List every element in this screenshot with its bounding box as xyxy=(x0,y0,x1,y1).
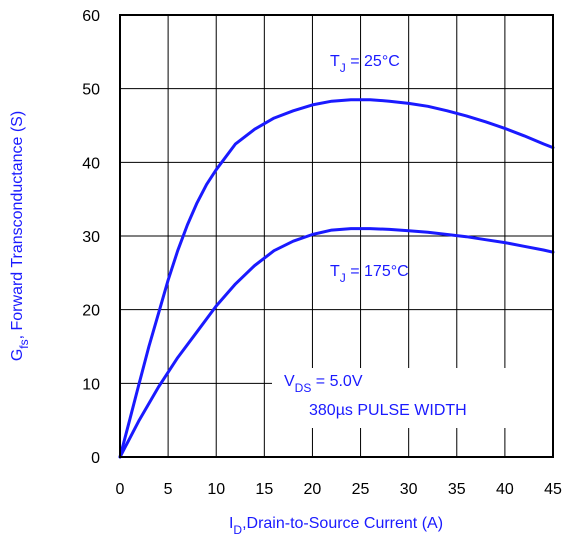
series-line-1 xyxy=(118,98,555,459)
x-axis-title: ID,Drain-to-Source Current (A) xyxy=(229,515,443,537)
x-tick-label: 30 xyxy=(400,481,418,498)
x-tick-labels: 0 5 10 15 20 25 30 35 40 45 xyxy=(116,481,562,498)
annotation-tj175: TJ = 175°C xyxy=(330,263,409,285)
y-tick-label: 50 xyxy=(82,82,100,99)
x-tick-label: 20 xyxy=(304,481,322,498)
x-tick-label: 0 xyxy=(116,481,125,498)
grid-lines xyxy=(120,15,553,457)
annotation-box xyxy=(272,368,552,428)
y-axis-title: Gfs, Forward Transconductance (S) xyxy=(9,111,31,361)
x-tick-label: 35 xyxy=(448,481,466,498)
x-tick-label: 45 xyxy=(544,481,562,498)
y-tick-label: 0 xyxy=(91,450,100,467)
y-tick-label: 10 xyxy=(82,376,100,393)
annotation-vds: VDS = 5.0V xyxy=(284,373,363,395)
y-tick-label: 60 xyxy=(82,8,100,25)
plot-frame xyxy=(119,14,554,458)
y-tick-label: 40 xyxy=(82,155,100,172)
x-tick-label: 40 xyxy=(496,481,514,498)
x-tick-label: 25 xyxy=(352,481,370,498)
series-group xyxy=(118,98,555,459)
x-tick-label: 5 xyxy=(164,481,173,498)
x-tick-label: 15 xyxy=(255,481,273,498)
x-tick-label: 10 xyxy=(207,481,225,498)
y-tick-label: 30 xyxy=(82,229,100,246)
y-tick-labels: 0 10 20 30 40 50 60 xyxy=(82,8,100,467)
annotation-tj25: TJ = 25°C xyxy=(330,53,400,75)
series-line-2 xyxy=(118,227,555,459)
y-tick-label: 20 xyxy=(82,303,100,320)
annotation-pulse: 380µs PULSE WIDTH xyxy=(309,402,467,419)
